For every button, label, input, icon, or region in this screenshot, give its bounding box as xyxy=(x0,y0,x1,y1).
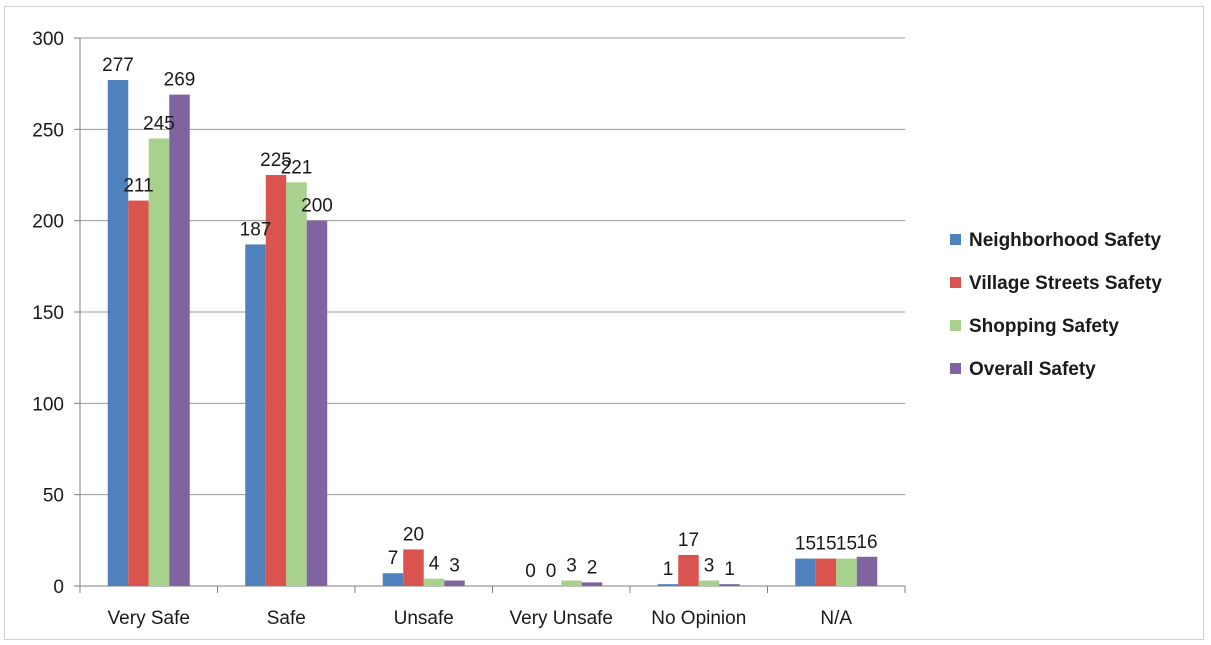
data-label: 187 xyxy=(240,219,272,240)
x-tick-label: Unsafe xyxy=(394,608,454,629)
y-tick-label: 250 xyxy=(32,120,64,141)
data-label: 15 xyxy=(815,534,836,555)
bars xyxy=(107,80,878,587)
bar xyxy=(678,554,699,586)
bar xyxy=(561,580,582,586)
bar xyxy=(856,556,878,586)
bar xyxy=(403,549,424,586)
bar xyxy=(169,94,190,587)
data-label: 20 xyxy=(403,524,424,545)
data-label: 3 xyxy=(566,556,577,577)
data-label: 15 xyxy=(795,534,816,555)
data-label: 2 xyxy=(587,557,598,578)
y-tick-label: 50 xyxy=(43,486,64,507)
x-tick-label: Very Unsafe xyxy=(510,608,614,629)
bar xyxy=(265,175,287,586)
data-label: 0 xyxy=(546,561,557,582)
legend-swatch xyxy=(950,320,961,331)
data-label: 221 xyxy=(281,157,313,178)
data-label: 269 xyxy=(164,70,196,91)
bar xyxy=(657,584,679,586)
x-tick-label: No Opinion xyxy=(651,608,746,629)
bar xyxy=(423,578,445,586)
gridlines xyxy=(80,37,905,496)
bar xyxy=(306,220,328,586)
data-label: 17 xyxy=(678,530,699,551)
legend-label: Overall Safety xyxy=(969,359,1096,380)
data-label: 225 xyxy=(260,150,292,171)
legend-swatch xyxy=(950,277,961,288)
bar xyxy=(382,573,404,586)
bar xyxy=(719,584,740,586)
bar xyxy=(698,580,720,586)
legend-label: Neighborhood Safety xyxy=(969,230,1162,251)
legend-swatch xyxy=(950,363,961,374)
y-tick-label: 0 xyxy=(53,577,64,598)
data-label: 1 xyxy=(663,559,674,580)
y-tick-label: 300 xyxy=(32,29,64,50)
data-label: 211 xyxy=(123,176,153,197)
data-label: 7 xyxy=(388,548,399,569)
bar xyxy=(107,80,129,586)
legend-label: Shopping Safety xyxy=(969,316,1119,337)
data-label: 200 xyxy=(301,196,333,217)
y-tick-label: 200 xyxy=(32,212,64,233)
y-tick-label: 150 xyxy=(32,303,64,324)
y-tick-label: 100 xyxy=(32,394,64,415)
x-tick-label: Safe xyxy=(267,608,306,629)
bar xyxy=(581,582,603,586)
legend: Neighborhood Safety Village Streets Safet… xyxy=(950,230,1162,380)
data-label: 245 xyxy=(143,113,175,134)
y-axis: 0 50 100 150 200 250 300 xyxy=(32,29,81,598)
data-label: 3 xyxy=(449,556,460,577)
data-label: 4 xyxy=(429,554,440,575)
x-tick-label: Very Safe xyxy=(108,608,190,629)
chart-frame xyxy=(4,6,1204,640)
x-axis: Very Safe Safe Unsafe Very Unsafe No Opinion… xyxy=(79,585,906,629)
x-tick-label: N/A xyxy=(820,608,852,629)
legend-label: Village Streets Safety xyxy=(969,273,1162,294)
data-label: 1 xyxy=(724,559,735,580)
data-label: 15 xyxy=(836,534,857,555)
legend-swatch xyxy=(950,234,961,245)
bar xyxy=(444,580,465,586)
bar xyxy=(795,558,816,586)
bar xyxy=(128,200,149,586)
bar xyxy=(148,138,170,586)
data-label: 16 xyxy=(856,532,877,553)
bar xyxy=(245,244,266,586)
data-label: 3 xyxy=(704,556,715,577)
data-label: 277 xyxy=(102,55,134,76)
bar xyxy=(815,558,837,586)
bar xyxy=(286,182,307,586)
bar xyxy=(836,558,857,586)
data-label: 0 xyxy=(525,561,536,582)
